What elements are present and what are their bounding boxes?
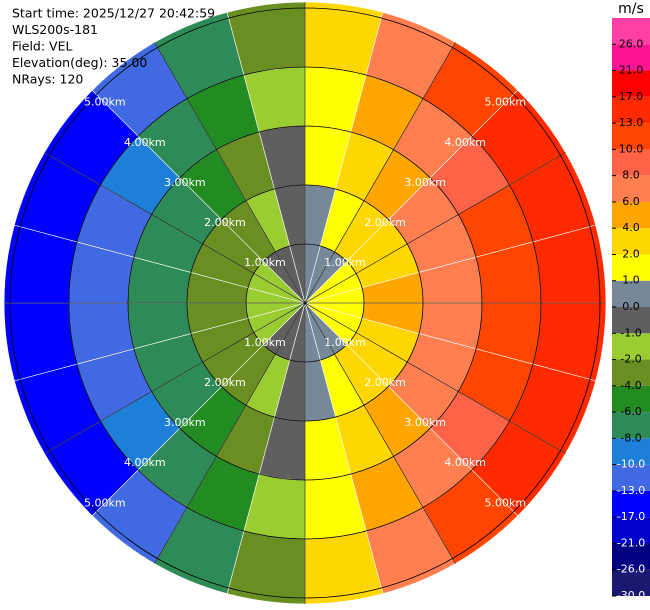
colorbar-tick-label: -6.0 bbox=[620, 405, 641, 418]
header-line: Start time: 2025/12/27 20:42:59 bbox=[12, 6, 215, 21]
range-ring-label: 1.00km bbox=[244, 336, 286, 349]
colorbar-segment bbox=[612, 123, 650, 150]
header: Start time: 2025/12/27 20:42:59WLS200s-1… bbox=[12, 6, 215, 87]
spoke bbox=[304, 152, 566, 304]
range-ring-label: 4.00km bbox=[444, 136, 486, 149]
colorbar-segment bbox=[612, 569, 650, 596]
header-line: Elevation(deg): 35.00 bbox=[12, 55, 147, 70]
colorbar-tick-label: -1.0 bbox=[620, 326, 641, 339]
colorbar-tick-label: -10.0 bbox=[617, 458, 645, 471]
range-ring-label: 5.00km bbox=[84, 96, 126, 109]
header-line: NRays: 120 bbox=[12, 72, 83, 87]
range-ring bbox=[68, 66, 542, 540]
spoke bbox=[304, 302, 456, 564]
colorbar-tick-label: 17.0 bbox=[619, 90, 644, 103]
range-ring-label: 3.00km bbox=[404, 176, 446, 189]
colorbar-tick-label: 21.0 bbox=[619, 64, 644, 77]
range-ring-label: 1.00km bbox=[244, 256, 286, 269]
colorbar-tick-label: -13.0 bbox=[617, 484, 645, 497]
colorbar-segment bbox=[612, 438, 650, 465]
spoke bbox=[44, 152, 306, 304]
colorbar-segment bbox=[612, 517, 650, 544]
colorbar-tick-label: -30.0 bbox=[617, 589, 645, 602]
colorbar-tick-label: -8.0 bbox=[620, 431, 641, 444]
range-ring-label: 5.00km bbox=[484, 96, 526, 109]
range-ring bbox=[186, 184, 424, 422]
range-ring-label: 2.00km bbox=[204, 376, 246, 389]
colorbar-tick-label: -17.0 bbox=[617, 510, 645, 523]
range-ring-label: 1.00km bbox=[324, 256, 366, 269]
spoke bbox=[44, 302, 306, 454]
range-ring-label: 2.00km bbox=[364, 376, 406, 389]
colorbar-segment bbox=[612, 254, 650, 281]
colorbar-segment bbox=[612, 412, 650, 439]
range-ring-label: 1.00km bbox=[324, 336, 366, 349]
range-ring bbox=[9, 7, 601, 599]
colorbar-segment bbox=[612, 490, 650, 518]
colorbar-tick-label: -2.0 bbox=[620, 353, 641, 366]
colorbar-segment bbox=[612, 228, 650, 255]
colorbar-segment bbox=[612, 543, 650, 570]
colorbar-tick-label: 8.0 bbox=[622, 169, 640, 182]
colorbar-segment bbox=[612, 359, 650, 386]
colorbar-segment bbox=[612, 464, 650, 491]
colorbar-segment bbox=[612, 280, 650, 307]
colorbar-tick-label: 2.0 bbox=[622, 247, 640, 260]
range-ring bbox=[245, 243, 365, 363]
range-ring-label: 5.00km bbox=[484, 496, 526, 509]
spoke bbox=[154, 302, 306, 564]
colorbar-segment bbox=[612, 385, 650, 413]
ppi-overlay: 1.00km 1.00km 1.00km 1.00km 2.00km 2.00km 2.00… bbox=[4, 2, 606, 604]
colorbar-segment bbox=[612, 18, 650, 45]
colorbar-segment bbox=[612, 201, 650, 229]
range-ring-label: 4.00km bbox=[444, 456, 486, 469]
colorbar-segment bbox=[612, 175, 650, 202]
colorbar-segment bbox=[612, 149, 650, 176]
colorbar-segment bbox=[612, 44, 650, 71]
header-line: Field: VEL bbox=[12, 39, 72, 54]
colorbar-tick-label: 0.0 bbox=[622, 300, 640, 313]
range-ring-label: 3.00km bbox=[164, 416, 206, 429]
colorbar-title: m/s bbox=[618, 1, 644, 17]
range-ring-label: 4.00km bbox=[124, 456, 166, 469]
colorbar-segment bbox=[612, 307, 650, 334]
range-ring-label: 2.00km bbox=[204, 216, 246, 229]
colorbar-segment bbox=[612, 70, 650, 97]
colorbar: m/s -30.0 -26.0 -21.0 -17.0 -13.0 -10.0 -8.0 -6.… bbox=[612, 1, 650, 602]
spoke bbox=[304, 302, 566, 454]
colorbar-tick-label: -4.0 bbox=[620, 379, 641, 392]
spoke bbox=[154, 42, 306, 304]
colorbar-tick-label: 6.0 bbox=[622, 195, 640, 208]
spoke bbox=[304, 42, 456, 304]
range-ring-label: 3.00km bbox=[404, 416, 446, 429]
ppi-field bbox=[3, 1, 607, 605]
colorbar-tick-label: 4.0 bbox=[622, 221, 640, 234]
range-ring-label: 2.00km bbox=[364, 216, 406, 229]
colorbar-tick-label: -21.0 bbox=[617, 536, 645, 549]
range-ring-label: 5.00km bbox=[84, 496, 126, 509]
colorbar-segment bbox=[612, 96, 650, 124]
colorbar-segment bbox=[612, 333, 650, 360]
range-ring-label: 3.00km bbox=[164, 176, 206, 189]
colorbar-tick-label: 1.0 bbox=[622, 274, 640, 287]
colorbar-tick-label: -26.0 bbox=[617, 563, 645, 576]
range-ring bbox=[127, 125, 483, 481]
colorbar-tick-label: 10.0 bbox=[619, 142, 644, 155]
colorbar-tick-label: 13.0 bbox=[619, 116, 644, 129]
range-ring-label: 4.00km bbox=[124, 136, 166, 149]
colorbar-tick-label: 26.0 bbox=[619, 37, 644, 50]
header-line: WLS200s-181 bbox=[12, 22, 98, 37]
